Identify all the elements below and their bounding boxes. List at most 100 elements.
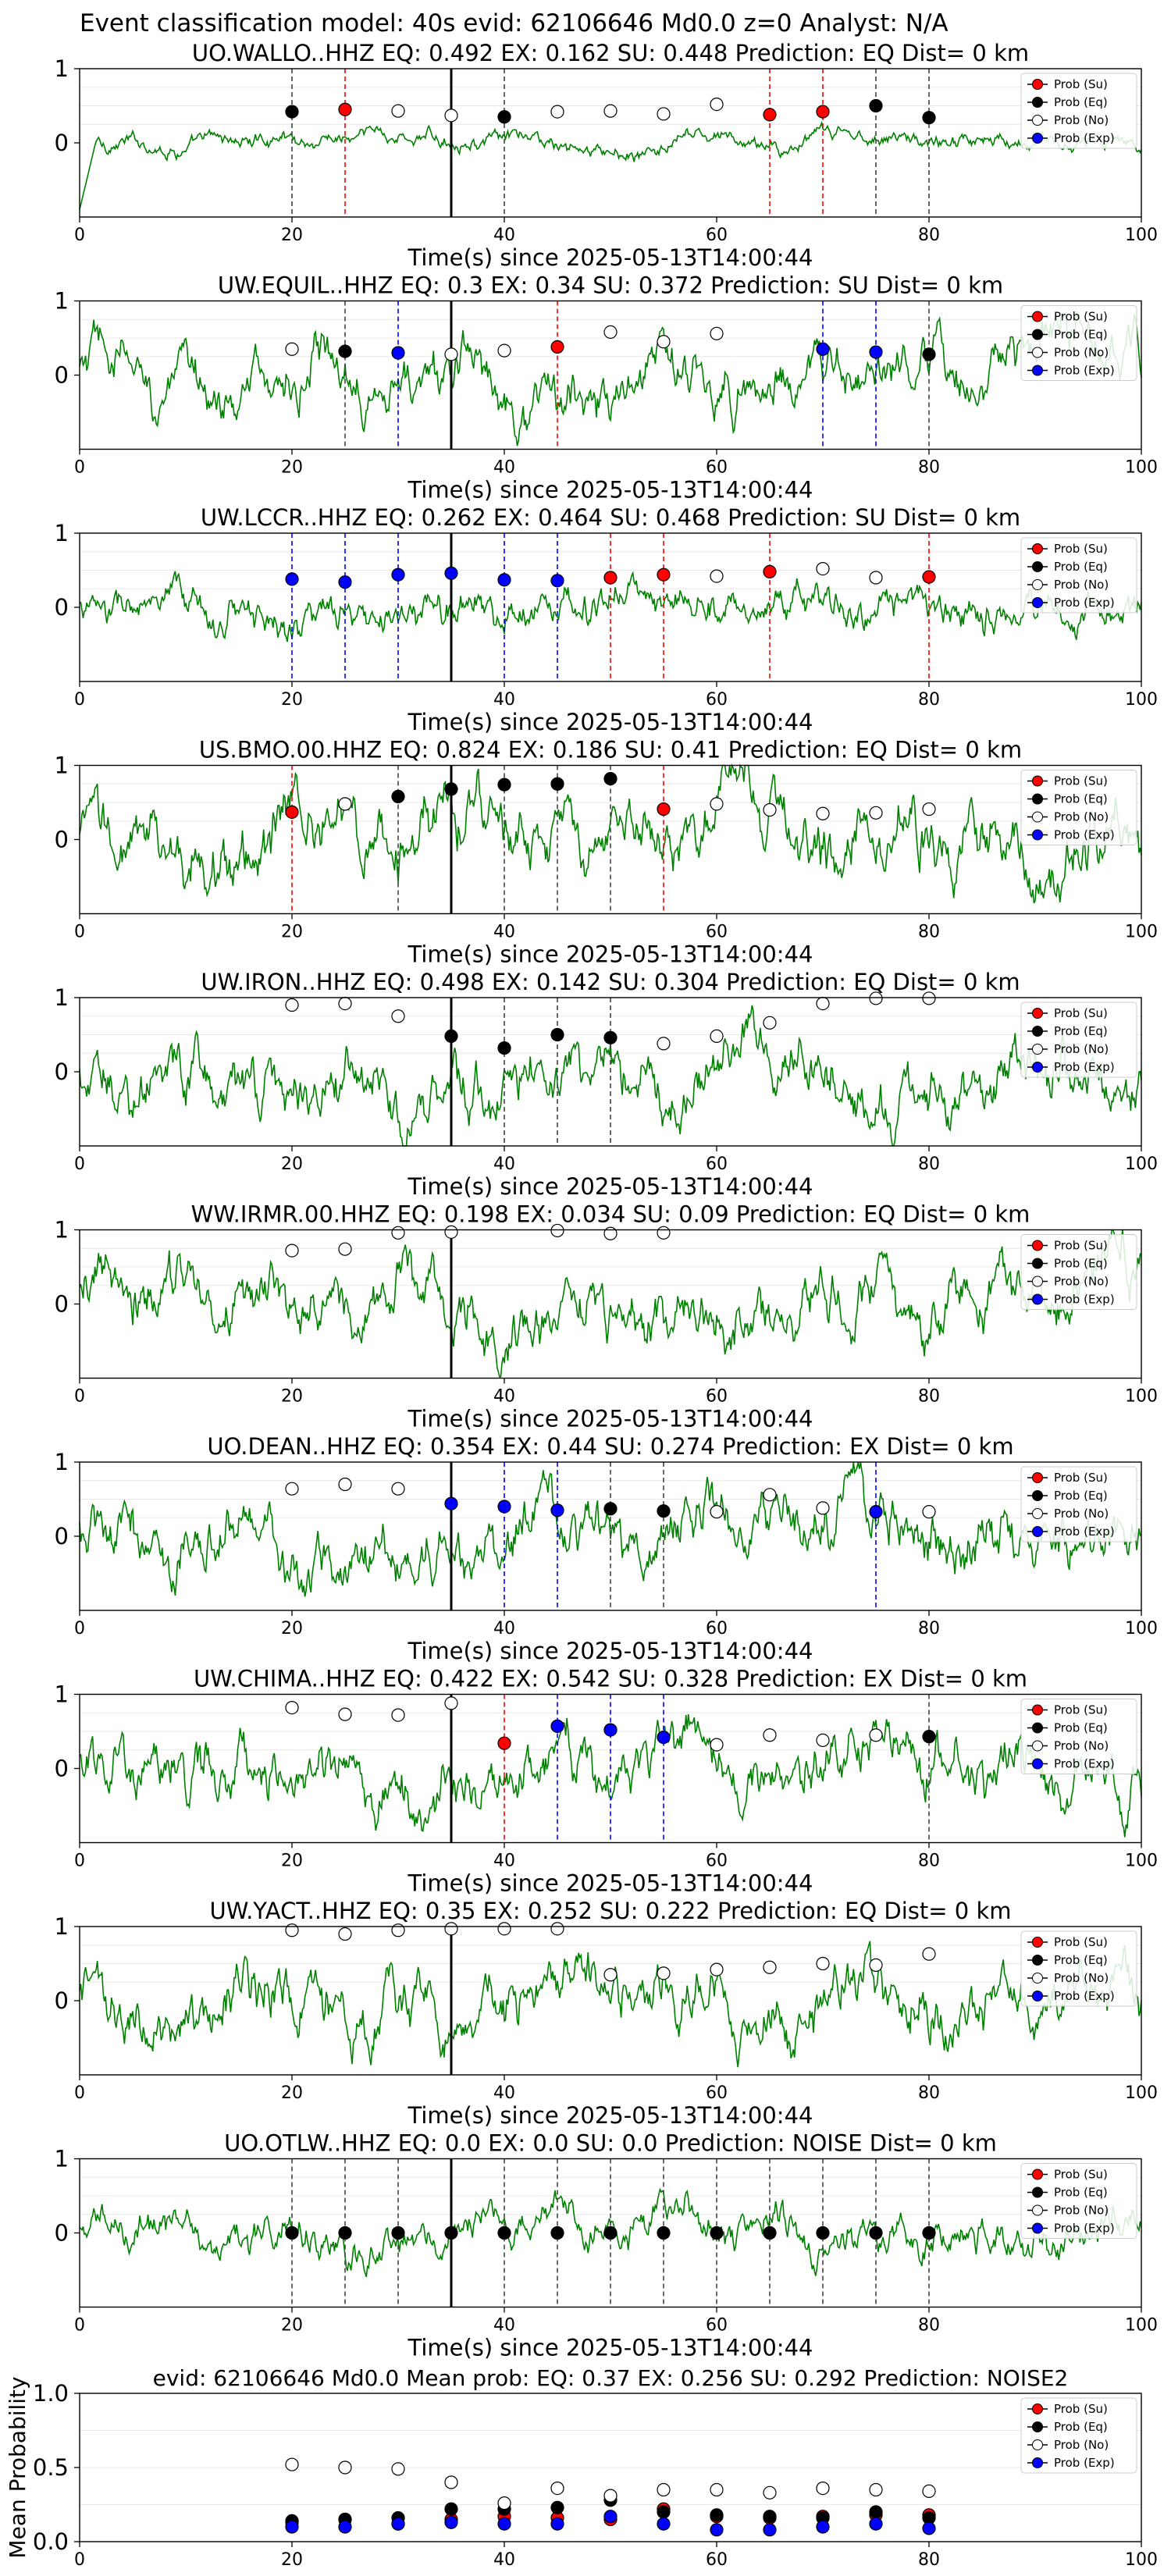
prob-marker-eq [497, 110, 511, 124]
prob-marker-no [763, 1488, 777, 1502]
x-tick-label: 80 [918, 1387, 940, 1407]
legend-label-no: Prob (No) [1054, 346, 1109, 360]
prob-marker-eq [338, 344, 352, 358]
prob-marker-su [763, 108, 777, 122]
legend-marker-exp [1032, 2457, 1043, 2468]
prob-marker-su [816, 105, 830, 119]
y-tick-label: 0 [55, 1523, 69, 1550]
x-tick-label: 100 [1125, 458, 1158, 478]
prob-marker-no [391, 1226, 405, 1240]
prob-marker-no [657, 1966, 671, 1980]
mean-marker-eq [710, 2508, 724, 2522]
prob-marker-no [657, 1226, 671, 1240]
legend-label-eq: Prob (Eq) [1054, 328, 1108, 342]
legend-box [1020, 1234, 1137, 1310]
prob-marker-no [285, 998, 299, 1012]
prob-marker-no [869, 571, 883, 585]
y-tick-label: 1 [55, 984, 69, 1011]
legend-label-exp: Prob (Exp) [1054, 1989, 1115, 2003]
x-tick-label: 0 [74, 458, 85, 478]
legend-marker-su [1032, 1008, 1043, 1019]
prob-marker-eq [922, 111, 936, 125]
x-tick-label: 100 [1125, 226, 1158, 245]
prob-marker-no [497, 1922, 511, 1936]
mean-marker-no [338, 2460, 352, 2475]
mean-marker-no [710, 2482, 724, 2497]
y-tick-label: 1.0 [33, 2380, 69, 2407]
prob-marker-eq [338, 2226, 352, 2240]
legend-label-eq: Prob (Eq) [1054, 1024, 1108, 1038]
legend-label-su: Prob (Su) [1054, 77, 1108, 91]
legend-marker-su [1032, 1240, 1043, 1251]
prob-marker-exp [338, 575, 352, 589]
waveform-trace [79, 1941, 1142, 2068]
legend-marker-no [1032, 811, 1043, 823]
prob-marker-no [710, 797, 724, 811]
prob-marker-eq [922, 1730, 936, 1744]
prob-marker-no [391, 1009, 405, 1023]
prob-marker-exp [285, 572, 299, 586]
panel-2: UW.EQUIL..HHZ EQ: 0.3 EX: 0.34 SU: 0.372… [55, 272, 1158, 503]
legend-label-exp: Prob (Exp) [1054, 1525, 1115, 1539]
legend-marker-exp [1032, 365, 1043, 376]
axes-frame [79, 1229, 1142, 1379]
x-axis-label: Time(s) since 2025-05-13T14:00:44 [408, 1406, 813, 1432]
legend-marker-exp [1032, 1526, 1043, 1537]
prob-marker-no [816, 996, 830, 1011]
legend-marker-eq [1032, 1490, 1043, 1501]
legend-label-exp: Prob (Exp) [1054, 131, 1115, 145]
x-tick-label: 80 [918, 690, 940, 710]
panel-4: US.BMO.00.HHZ EQ: 0.824 EX: 0.186 SU: 0.… [55, 737, 1158, 968]
prob-marker-su [657, 568, 671, 582]
legend-box [1020, 2397, 1137, 2474]
prob-marker-no [285, 1923, 299, 1937]
prob-marker-eq [869, 98, 883, 113]
x-tick-label: 100 [1125, 1619, 1158, 1638]
prob-marker-no [816, 806, 830, 820]
x-tick-label: 60 [706, 1852, 728, 1871]
x-tick-label: 0 [74, 2316, 85, 2336]
x-tick-label: 60 [706, 923, 728, 942]
prob-marker-su [497, 1736, 511, 1750]
legend-marker-eq [1032, 1722, 1043, 1734]
x-tick-label: 80 [918, 1852, 940, 1871]
prob-marker-eq [391, 789, 405, 804]
prob-marker-exp [869, 345, 883, 359]
prob-marker-eq [763, 2226, 777, 2240]
mean-marker-exp [922, 2521, 936, 2535]
x-tick-label: 80 [918, 2316, 940, 2336]
mean-marker-exp [869, 2517, 883, 2531]
x-tick-label: 100 [1125, 690, 1158, 710]
x-tick-label: 40 [493, 458, 515, 478]
prob-marker-eq [497, 777, 511, 792]
prob-marker-no [816, 1501, 830, 1515]
waveform-trace [79, 311, 1142, 447]
legend-marker-exp [1032, 829, 1043, 841]
prob-marker-eq [550, 777, 564, 791]
legend-marker-exp [1032, 2222, 1043, 2234]
prob-marker-exp [816, 342, 830, 356]
legend-marker-eq [1032, 2421, 1043, 2432]
prob-marker-no [710, 569, 724, 583]
legend-label-eq: Prob (Eq) [1054, 560, 1108, 574]
prob-marker-no [550, 1223, 564, 1238]
mean-marker-exp [444, 2515, 458, 2529]
legend-label-eq: Prob (Eq) [1054, 2420, 1108, 2434]
x-tick-label: 40 [493, 1619, 515, 1638]
prob-marker-eq [710, 2226, 724, 2240]
legend-label-eq: Prob (Eq) [1054, 792, 1108, 806]
legend-label-su: Prob (Su) [1054, 1006, 1108, 1020]
legend-marker-su [1032, 1704, 1043, 1716]
x-tick-label: 20 [281, 2083, 303, 2103]
legend-box [1020, 73, 1137, 149]
y-tick-label: 1 [55, 1217, 69, 1244]
x-axis-label: Time(s) since 2025-05-13T14:00:44 [408, 1638, 813, 1664]
prob-marker-no [869, 806, 883, 820]
prob-marker-no [285, 1701, 299, 1715]
legend-label-exp: Prob (Exp) [1054, 2456, 1115, 2470]
x-tick-label: 100 [1125, 2550, 1158, 2570]
legend-marker-exp [1032, 1293, 1043, 1305]
legend-label-no: Prob (No) [1054, 113, 1109, 127]
panel-mean-probability: evid: 62106646 Md0.0 Mean prob: EQ: 0.37… [5, 2365, 1158, 2570]
x-axis-label: Time(s) since 2025-05-13T14:00:44 [408, 2335, 813, 2361]
